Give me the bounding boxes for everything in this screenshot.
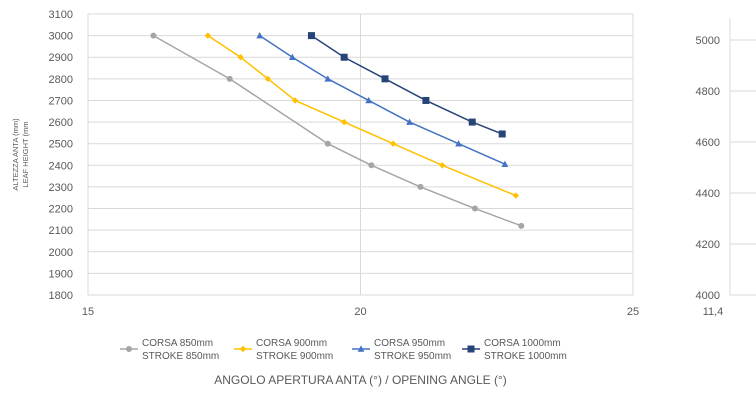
data-point	[381, 75, 389, 83]
data-point	[150, 32, 157, 39]
y-tick-label: 2800	[49, 74, 73, 86]
y-tick-label: 4200	[696, 239, 720, 251]
legend-item: CORSA 950mm STROKE 950mm	[352, 338, 451, 362]
legend-label-line-2: STROKE 850mm	[142, 351, 219, 362]
data-point	[324, 75, 332, 82]
partial-right-chart: 4000 4200 4400 4600 4800 5000 11,4	[696, 18, 756, 318]
y-axis-label-line-1: ALTEZZA ANTA (mm)	[11, 118, 20, 191]
data-point	[468, 118, 476, 126]
legend-label-line-2: STROKE 1000mm	[484, 351, 567, 362]
legend-swatch-marker	[357, 345, 365, 352]
x-tick-label: 15	[82, 306, 94, 318]
data-point	[288, 53, 296, 61]
y-tick-label: 3100	[49, 9, 73, 21]
data-point	[340, 118, 348, 126]
data-point	[417, 183, 424, 190]
series-2	[256, 32, 509, 168]
y-tick-label: 2700	[49, 95, 73, 107]
x-axis-label: ANGOLO APERTURA ANTA (°) / OPENING ANGLE…	[214, 373, 507, 387]
data-point	[226, 75, 233, 82]
y-tick-label: 2500	[49, 139, 73, 151]
data-point	[365, 96, 373, 104]
y-tick-label: 1800	[49, 290, 73, 302]
legend-label-line-1: CORSA 950mm	[374, 338, 445, 349]
data-point	[264, 75, 272, 83]
data-point	[501, 160, 509, 168]
data-point	[291, 97, 299, 104]
data-point	[307, 32, 315, 40]
y-tick-label: 2300	[49, 182, 73, 194]
data-point	[439, 162, 446, 169]
y-tick-label: 2400	[49, 160, 73, 172]
legend-swatch-marker	[126, 346, 132, 352]
legend-item: CORSA 850mm STROKE 850mm	[120, 338, 219, 362]
legend: CORSA 850mm STROKE 850mm CORSA 900mm STROKE…	[120, 338, 567, 362]
data-point	[237, 54, 244, 61]
series-line	[311, 34, 503, 135]
y-axis-label: ALTEZZA ANTA (mm) LEAF HEIGHT (mm	[11, 118, 30, 191]
series-1	[204, 32, 520, 199]
y-tick-label: 5000	[696, 35, 720, 47]
y-tick-label: 3000	[49, 31, 73, 43]
series-line	[207, 34, 517, 197]
legend-item: CORSA 1000mm STROKE 1000mm	[462, 338, 567, 362]
x-tick-label: 20	[354, 306, 366, 318]
y-tick-label: 4600	[696, 137, 720, 149]
y-axis-label-line-2: LEAF HEIGHT (mm	[21, 121, 30, 187]
legend-label-line-1: CORSA 850mm	[142, 338, 213, 349]
data-point	[368, 162, 375, 169]
data-point	[406, 118, 413, 125]
y-tick-label: 1900	[49, 268, 73, 280]
series-3	[307, 32, 506, 138]
data-point	[256, 32, 264, 39]
legend-label-line-2: STROKE 950mm	[374, 351, 451, 362]
data-point	[498, 130, 506, 138]
y-tick-label: 4400	[696, 188, 720, 200]
legend-swatch-marker	[467, 345, 475, 353]
x-tick-label: 11,4	[703, 306, 724, 318]
data-point	[512, 192, 520, 199]
data-point	[340, 53, 348, 61]
main-chart: 1800 1900 2000 2100 2200 2300 2400 2500 2600 2700…	[11, 9, 639, 387]
data-point	[390, 140, 397, 147]
y-tick-label: 4800	[696, 86, 720, 98]
y-tick-label: 4000	[696, 290, 720, 302]
data-point	[422, 96, 430, 104]
legend-label-line-1: CORSA 900mm	[256, 338, 327, 349]
data-point	[455, 140, 462, 147]
y-tick-label: 2000	[49, 247, 73, 259]
y-tick-label: 2900	[49, 52, 73, 64]
data-point	[471, 205, 478, 212]
y-tick-label: 2100	[49, 225, 73, 237]
series-0	[150, 32, 525, 229]
y-tick-label: 2600	[49, 117, 73, 129]
legend-swatch-marker	[239, 345, 247, 353]
y-tick-label: 2200	[49, 204, 73, 216]
data-point	[518, 222, 525, 229]
legend-label-line-2: STROKE 900mm	[256, 351, 333, 362]
legend-item: CORSA 900mm STROKE 900mm	[234, 338, 333, 362]
legend-label-line-1: CORSA 1000mm	[484, 338, 561, 349]
x-tick-label: 25	[627, 306, 639, 318]
data-point	[324, 140, 331, 147]
data-point	[204, 32, 212, 39]
